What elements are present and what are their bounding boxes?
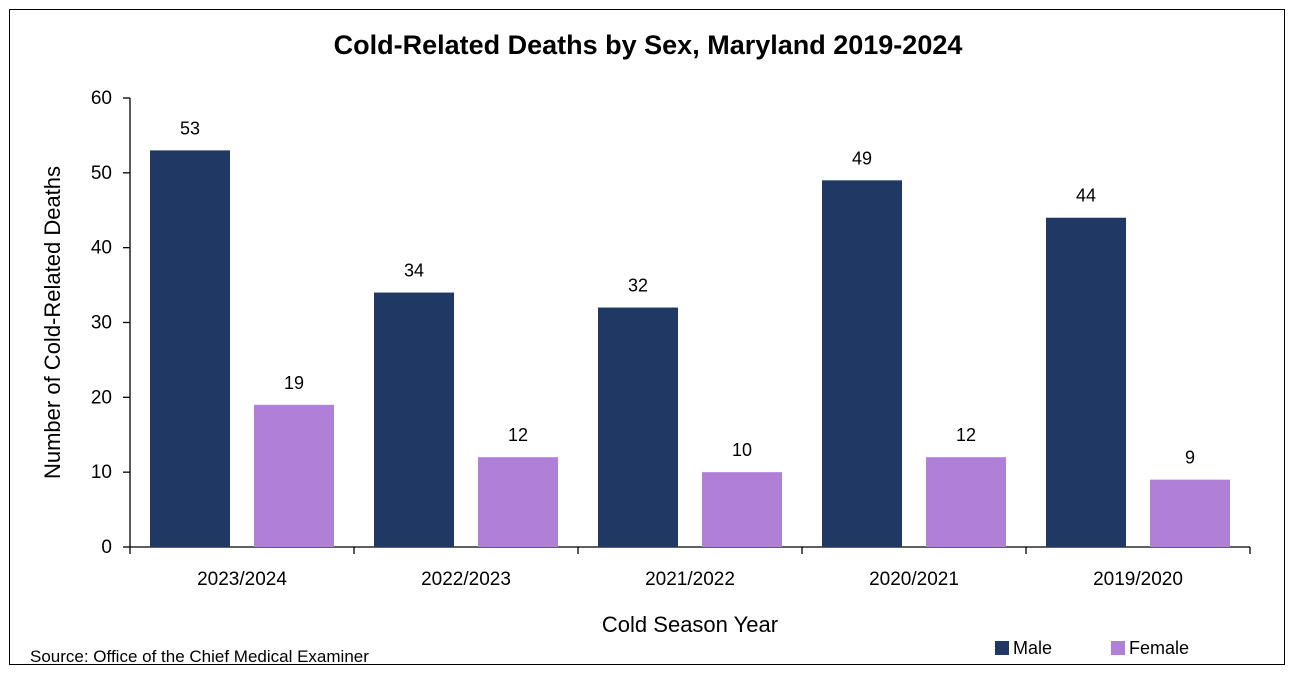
x-tick-label: 2021/2022 (645, 569, 735, 590)
bar-female (1150, 479, 1230, 547)
chart-title: Cold-Related Deaths by Sex, Maryland 201… (333, 30, 963, 60)
x-axis-title: Cold Season Year (602, 612, 778, 637)
y-axis-title: Number of Cold-Related Deaths (40, 166, 65, 479)
legend-item-female: Female (1111, 638, 1189, 659)
source-note: Source: Office of the Chief Medical Exam… (30, 647, 369, 666)
bar-female (254, 404, 334, 547)
data-label-male: 49 (852, 148, 872, 168)
bar-female (926, 457, 1006, 547)
x-tick-label: 2023/2024 (197, 569, 287, 590)
data-label-female: 12 (508, 425, 528, 445)
bar-male (1046, 217, 1126, 547)
bar-male (822, 180, 902, 548)
bar-male (150, 150, 230, 547)
bar-male (374, 292, 454, 547)
data-label-female: 12 (956, 425, 976, 445)
y-tick-label: 0 (101, 537, 112, 558)
legend-swatch-female (1111, 641, 1125, 655)
y-tick-label: 30 (91, 313, 112, 334)
data-label-female: 9 (1185, 448, 1195, 468)
bar-female (478, 457, 558, 547)
legend-swatch-male (995, 641, 1009, 655)
data-label-female: 19 (284, 373, 304, 393)
legend-label-male: Male (1013, 638, 1053, 658)
data-label-male: 32 (628, 276, 648, 296)
y-tick-label: 10 (91, 462, 112, 483)
data-label-male: 53 (180, 118, 200, 138)
x-tick-label: 2020/2021 (869, 569, 959, 590)
data-label-male: 44 (1076, 186, 1096, 206)
bar-male (598, 307, 678, 547)
y-tick-label: 20 (91, 387, 112, 408)
y-tick-label: 40 (91, 238, 112, 259)
y-tick-label: 60 (91, 88, 112, 109)
x-tick-label: 2019/2020 (1093, 569, 1183, 590)
data-label-male: 34 (404, 261, 424, 281)
x-tick-label: 2022/2023 (421, 569, 511, 590)
legend-label-female: Female (1129, 638, 1190, 658)
y-tick-label: 50 (91, 163, 112, 184)
bar-female (702, 472, 782, 547)
data-label-female: 10 (732, 440, 752, 460)
legend-item-male: Male (995, 638, 1052, 659)
